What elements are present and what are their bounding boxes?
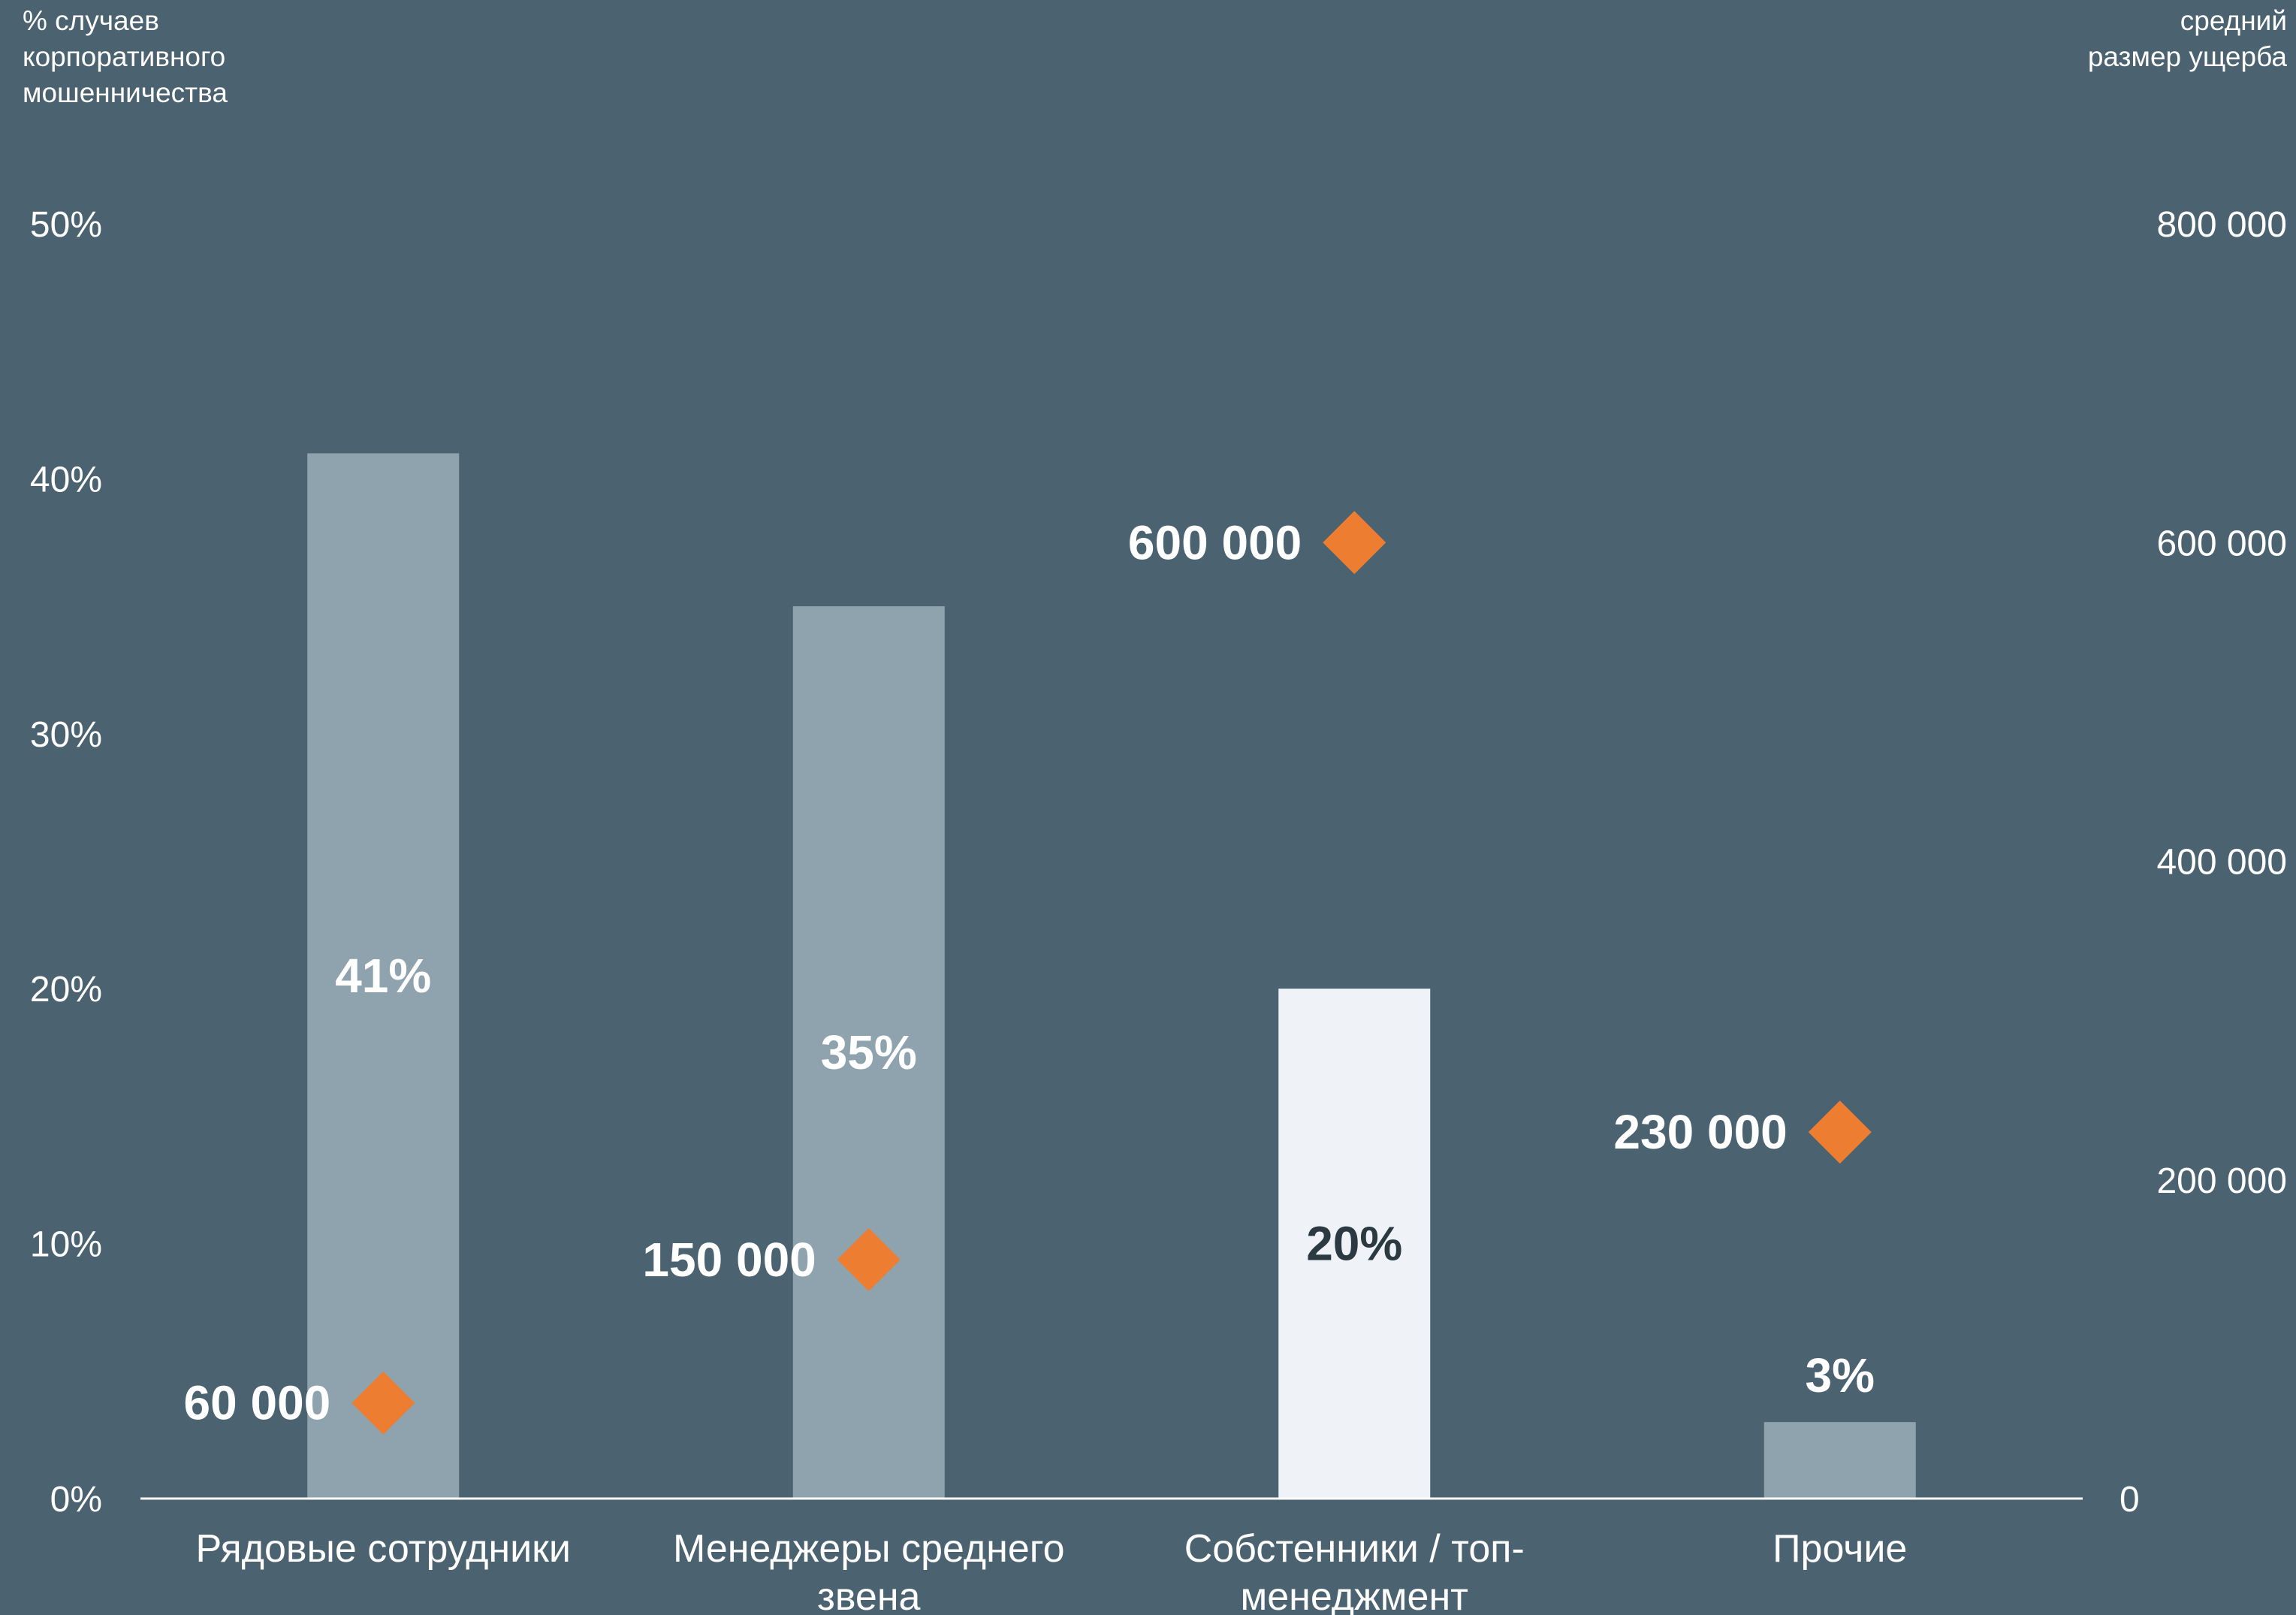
damage-marker [837, 1227, 901, 1291]
category-labels: Рядовые сотрудники Менеджеры среднегозвен… [196, 1527, 1908, 1615]
left-axis-title-line: % случаев [23, 5, 159, 36]
left-tick-label: 10% [30, 1225, 102, 1265]
bar-value-label: 3% [1806, 1348, 1875, 1402]
category-label: менеджмент [1241, 1575, 1469, 1615]
damage-markers: 60 000 150 000 600 000 230 000 [184, 511, 1872, 1435]
right-tick-label: 0 [2120, 1480, 2140, 1520]
bar [792, 606, 945, 1499]
bar-value-label: 35% [821, 1025, 917, 1079]
right-tick-label: 800 000 [2156, 205, 2287, 245]
damage-value-label: 600 000 [1128, 515, 1302, 569]
category-label: Рядовые сотрудники [196, 1527, 571, 1571]
left-tick-label: 30% [30, 715, 102, 755]
category-label: Менеджеры среднего [673, 1527, 1065, 1571]
left-tick-label: 40% [30, 460, 102, 500]
left-axis-title: % случаев корпоративного мошенничества [23, 5, 228, 108]
right-tick-label: 400 000 [2156, 843, 2287, 883]
category-label: звена [817, 1575, 921, 1615]
left-axis-title-line: мошенничества [23, 77, 228, 108]
category-label: Собстенники / топ- [1184, 1527, 1525, 1571]
damage-marker [1808, 1100, 1872, 1164]
bar-value-label: 41% [335, 949, 431, 1003]
damage-value-label: 150 000 [642, 1233, 816, 1287]
left-tick-label: 0% [50, 1480, 102, 1520]
right-axis-title-line: средний [2180, 5, 2287, 36]
bar [1278, 989, 1431, 1499]
left-tick-label: 20% [30, 970, 102, 1010]
bars: 41% 35% 20% 3% [307, 453, 1916, 1499]
category-label: Прочие [1773, 1527, 1907, 1571]
right-axis-title: средний размер ущерба [2088, 5, 2288, 72]
left-axis-ticks: 0% 10% 20% 30% 40% 50% [30, 205, 102, 1520]
right-axis-ticks: 0 200 000 400 000 600 000 800 000 [2120, 205, 2287, 1520]
damage-marker [351, 1371, 415, 1435]
right-axis-title-line: размер ущерба [2088, 41, 2288, 72]
damage-value-label: 60 000 [184, 1376, 331, 1430]
bar [307, 453, 460, 1499]
left-axis-title-line: корпоративного [23, 41, 225, 72]
right-tick-label: 600 000 [2156, 524, 2287, 563]
bar-value-label: 20% [1306, 1217, 1402, 1271]
left-tick-label: 50% [30, 205, 102, 245]
right-tick-label: 200 000 [2156, 1161, 2287, 1201]
bar [1763, 1422, 1916, 1499]
damage-value-label: 230 000 [1613, 1105, 1787, 1159]
damage-marker [1323, 511, 1386, 575]
